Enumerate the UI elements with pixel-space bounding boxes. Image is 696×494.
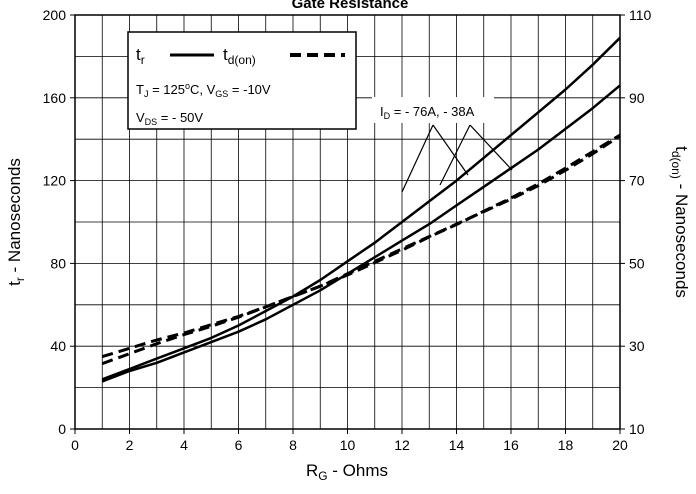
x-tick-label: 10 — [340, 437, 356, 453]
y-left-tick-label: 40 — [50, 338, 66, 354]
y-left-tick-label: 200 — [43, 7, 67, 23]
y-right-tick-label: 70 — [629, 173, 645, 189]
y-left-tick-label: 160 — [43, 90, 67, 106]
annotation-label: ID = - 76A, - 38A — [380, 104, 475, 121]
y-right-tick-label: 90 — [629, 90, 645, 106]
y-right-tick-label: 10 — [629, 421, 645, 437]
x-tick-label: 6 — [235, 437, 243, 453]
annotation-arrow-tr-76a — [432, 124, 469, 176]
legend: tr td(on) TJ = 125oC, VGS = -10V VDS = -… — [127, 31, 357, 130]
legend-conditions-2: VDS = - 50V — [136, 110, 203, 127]
id-annotation: ID = - 76A, - 38A — [372, 97, 513, 193]
x-tick-label: 8 — [289, 437, 297, 453]
legend-conditions-1: TJ = 125oC, VGS = -10V — [136, 81, 271, 99]
x-axis-label: RG - Ohms — [306, 461, 388, 483]
series-line-4 — [101, 133, 621, 366]
annotation-arrow-td-76a — [401, 124, 434, 193]
x-tick-label: 12 — [394, 437, 410, 453]
x-tick-label: 20 — [612, 437, 628, 453]
series-line-1 — [101, 36, 621, 381]
x-tick-label: 16 — [503, 437, 519, 453]
y-right-tick-label: 30 — [629, 338, 645, 354]
chart-title: Gate Resistance — [292, 0, 409, 12]
y-right-tick-label: 110 — [629, 7, 652, 23]
y-right-tick-label: 50 — [629, 255, 645, 271]
legend-box — [127, 31, 357, 130]
y-right-tick-labels: 10 30 50 70 90 110 — [620, 7, 652, 437]
y-left-tick-label: 80 — [50, 255, 66, 271]
legend-td-label: td(on) — [223, 45, 256, 67]
x-tick-label: 0 — [71, 437, 79, 453]
annotation-arrow-tr-38a — [469, 124, 513, 171]
y-left-tick-labels: 0 40 80 120 160 200 — [43, 7, 75, 437]
series-layer — [101, 36, 621, 383]
annotation-background — [372, 97, 494, 123]
x-tick-label: 4 — [180, 437, 188, 453]
x-tick-label: 2 — [126, 437, 134, 453]
legend-tr-label: tr — [136, 45, 145, 67]
y-right-axis-label: td(on) - Nanoseconds — [669, 146, 691, 298]
x-tick-labels: 0 2 4 6 8 10 12 14 16 18 20 — [71, 429, 628, 453]
annotation-arrow-td-38a — [439, 124, 471, 186]
y-left-tick-label: 0 — [58, 421, 66, 437]
y-left-axis-label: tr - Nanoseconds — [5, 158, 27, 286]
y-left-tick-label: 120 — [43, 173, 67, 189]
x-tick-label: 14 — [449, 437, 465, 453]
x-tick-label: 18 — [558, 437, 574, 453]
series-line-2 — [101, 84, 621, 383]
